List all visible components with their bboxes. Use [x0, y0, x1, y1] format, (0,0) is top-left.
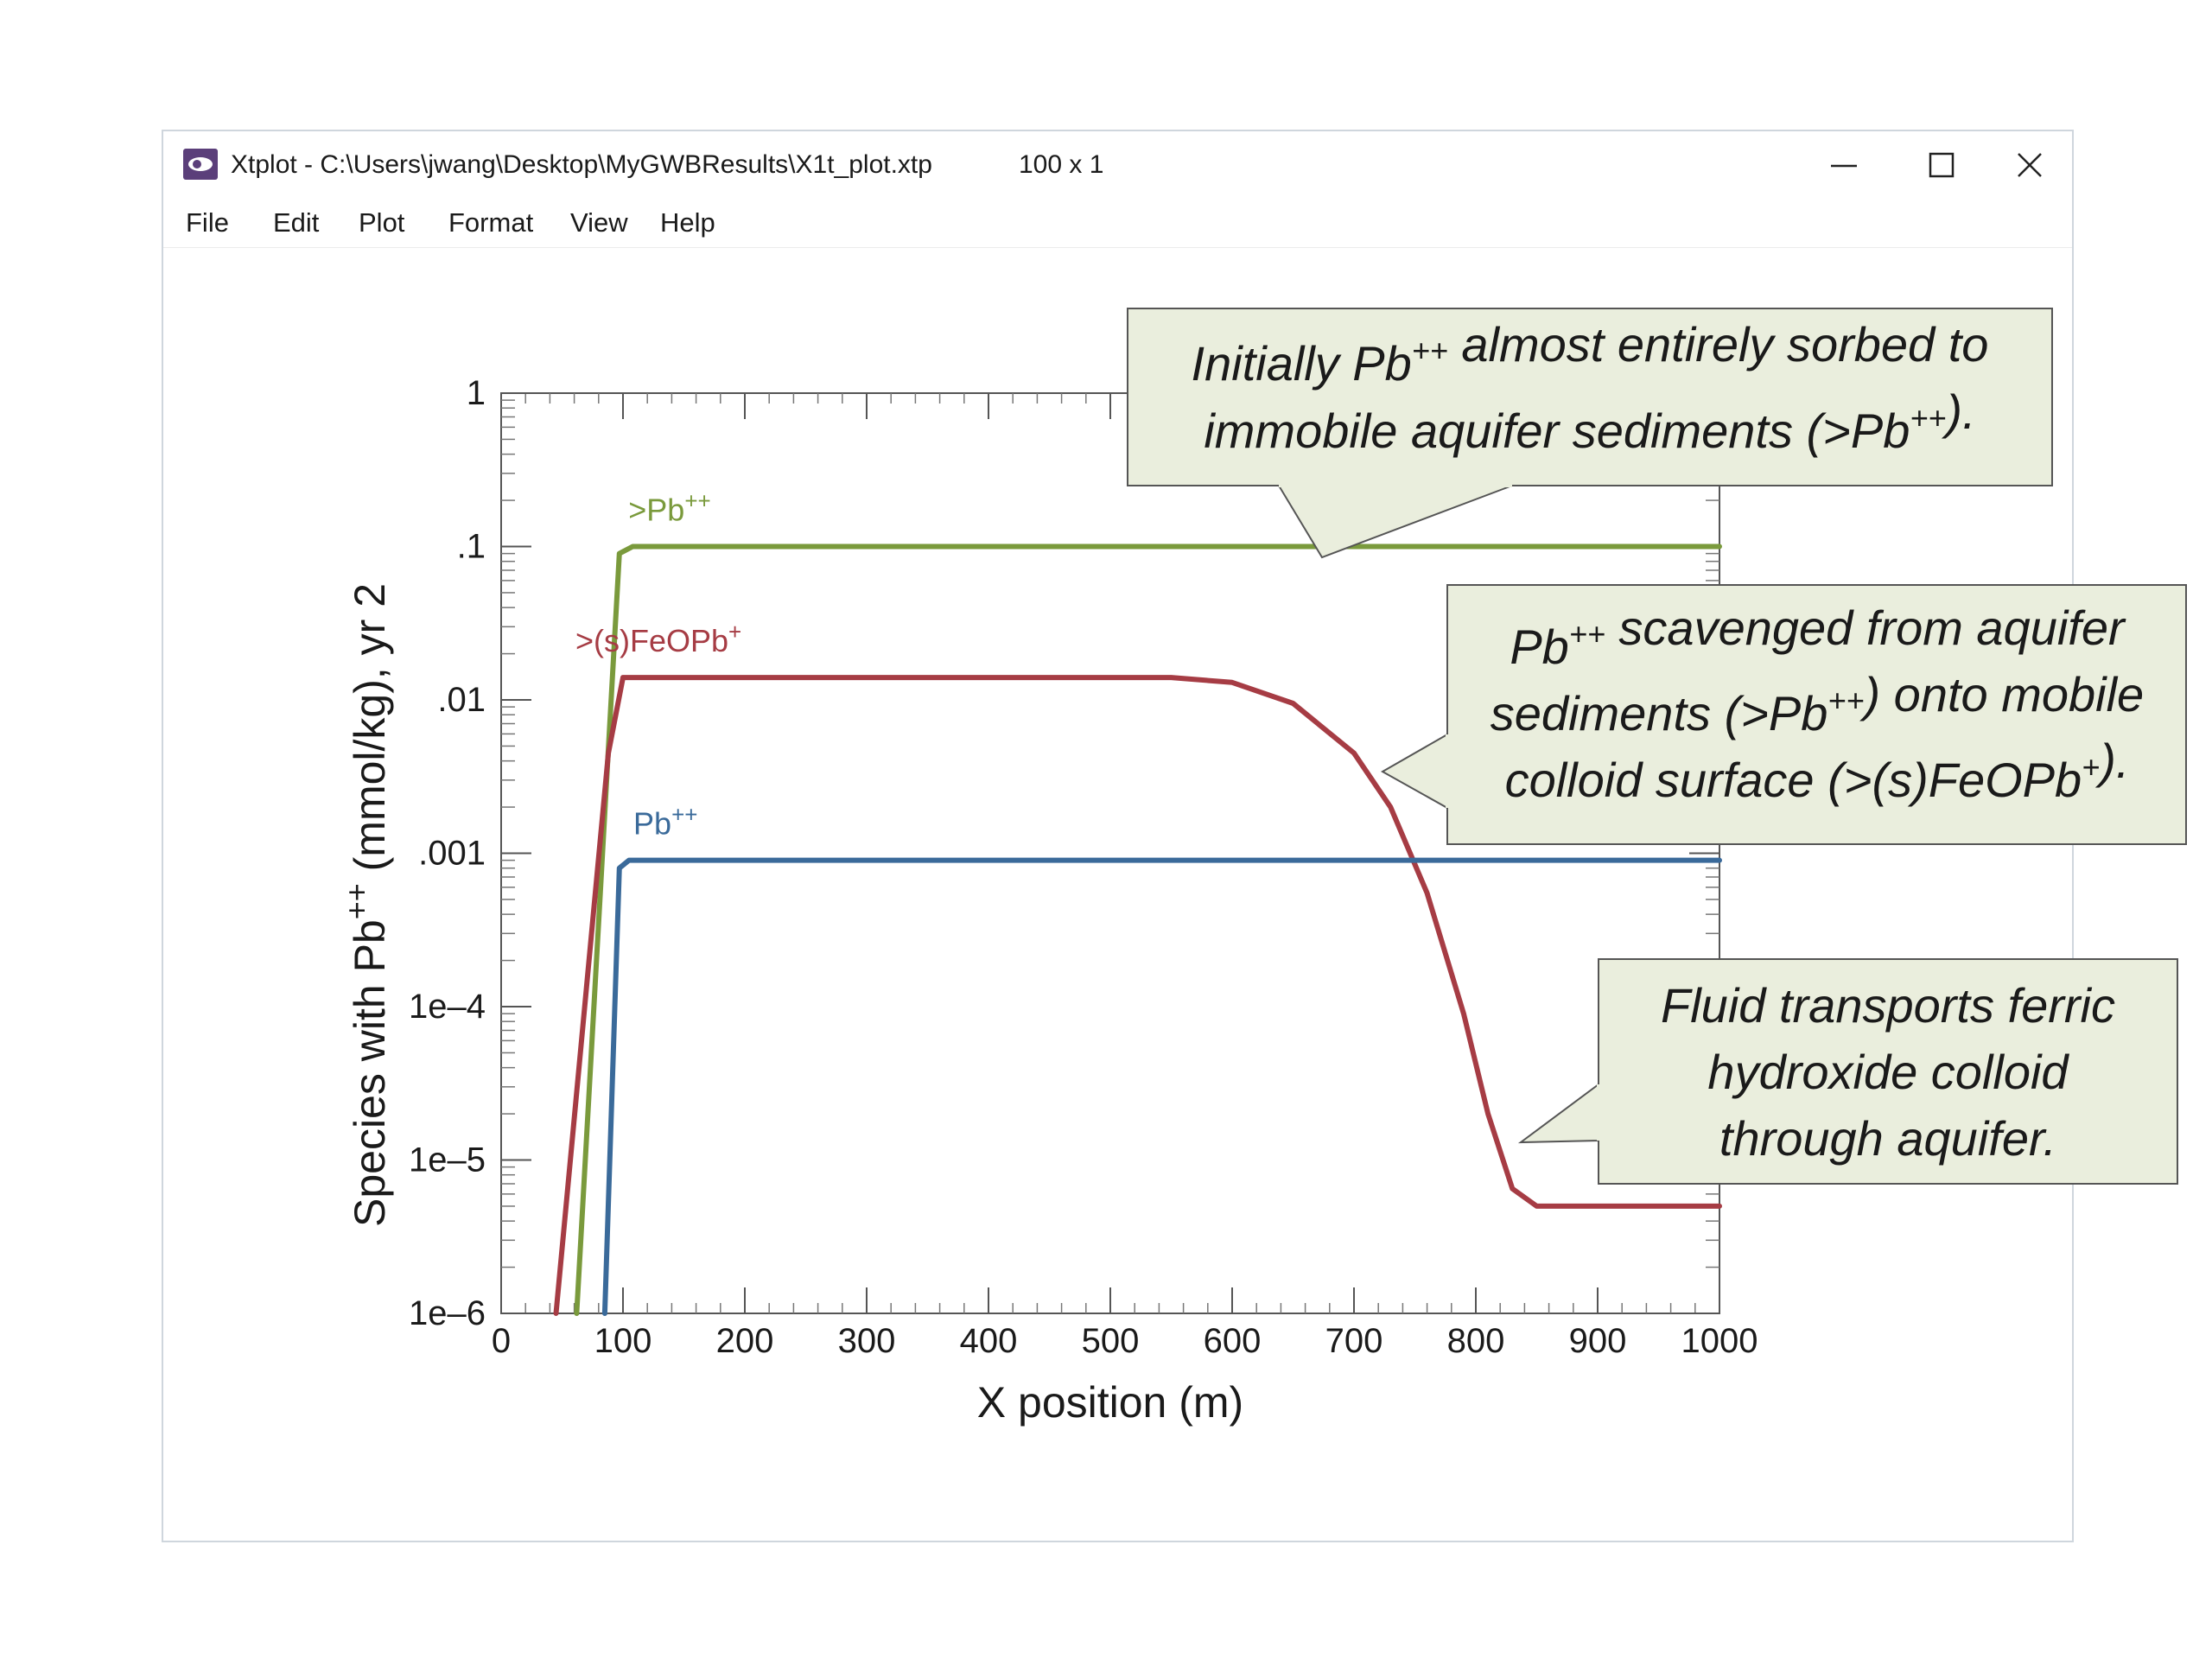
callout: Fluid transports ferric hydroxide colloid…	[1517, 958, 2178, 1185]
y-tick-label: .1	[457, 528, 486, 566]
y-tick-label: .001	[418, 835, 486, 873]
window-title: Xtplot - C:\Users\jwang\Desktop\MyGWBRes…	[231, 150, 932, 179]
menu-bar: File Edit Plot Format View Help	[163, 200, 2072, 245]
callout-text-line: hydroxide colloid	[1707, 1045, 2069, 1099]
close-icon	[2018, 153, 2042, 177]
callout-text-line: immobile aquifer sediments (>Pb++).	[1204, 385, 1975, 458]
menu-view[interactable]: View	[570, 207, 628, 238]
maximize-icon	[1929, 152, 1955, 178]
callout-pointer	[1517, 1083, 1599, 1144]
x-tick-label: 200	[716, 1322, 774, 1360]
menu-file[interactable]: File	[186, 207, 229, 238]
callout-text-line: colloid surface (>(s)FeOPb+).	[1505, 734, 2130, 807]
menu-help[interactable]: Help	[660, 207, 715, 238]
menu-separator	[163, 247, 2072, 248]
callout-text-line: Fluid transports ferric	[1661, 978, 2115, 1033]
close-button[interactable]	[1986, 138, 2073, 192]
y-tick-label: .01	[437, 681, 486, 719]
x-tick-label: 300	[838, 1322, 896, 1360]
plot-area-frame	[500, 392, 1720, 1314]
title-bar[interactable]: Xtplot - C:\Users\jwang\Desktop\MyGWBRes…	[163, 131, 2072, 199]
x-tick-label: 100	[594, 1322, 652, 1360]
callout-text-line: through aquifer.	[1719, 1111, 2056, 1166]
y-tick-label: 1e–4	[409, 988, 486, 1026]
x-axis-label: X position (m)	[977, 1378, 1243, 1427]
series-label: >Pb++	[628, 488, 710, 528]
callout-text-line: sediments (>Pb++) onto mobile	[1491, 667, 2144, 741]
x-tick-label: 1000	[1681, 1322, 1758, 1360]
callout-text-line: Pb++ scavenged from aquifer	[1510, 601, 2126, 674]
x-tick-label: 700	[1325, 1322, 1383, 1360]
maximize-button[interactable]	[1898, 138, 1985, 192]
series-label: >(s)FeOPb+	[575, 619, 741, 658]
callout-text-line: Initially Pb++ almost entirely sorbed to	[1192, 317, 1989, 391]
x-tick-label: 0	[492, 1322, 511, 1360]
series-line	[601, 857, 1722, 1316]
minimize-icon	[1831, 164, 1857, 168]
menu-plot[interactable]: Plot	[359, 207, 405, 238]
x-tick-label: 800	[1447, 1322, 1505, 1360]
menu-edit[interactable]: Edit	[273, 207, 320, 238]
y-tick-label: 1e–6	[409, 1294, 486, 1332]
y-axis-label: Species with Pb++ (mmol/kg), yr 2	[339, 583, 394, 1227]
callout: Initially Pb++ almost entirely sorbed to…	[1127, 308, 2053, 559]
callout-box	[1127, 308, 2053, 486]
series-label: Pb++	[633, 802, 697, 842]
series-line	[574, 543, 1722, 1316]
x-tick-label: 600	[1204, 1322, 1262, 1360]
series-line	[553, 675, 1722, 1316]
x-tick-label: 900	[1569, 1322, 1627, 1360]
x-tick-label: 400	[960, 1322, 1018, 1360]
window-dimensions: 100 x 1	[1019, 150, 1104, 179]
minimize-button[interactable]	[1801, 138, 1887, 192]
callout-pointer	[1380, 733, 1448, 810]
menu-format[interactable]: Format	[448, 207, 534, 238]
x-tick-label: 500	[1082, 1322, 1140, 1360]
y-tick-label: 1	[467, 374, 486, 412]
xtplot-app-icon	[183, 149, 218, 180]
y-tick-label: 1e–5	[409, 1141, 486, 1179]
